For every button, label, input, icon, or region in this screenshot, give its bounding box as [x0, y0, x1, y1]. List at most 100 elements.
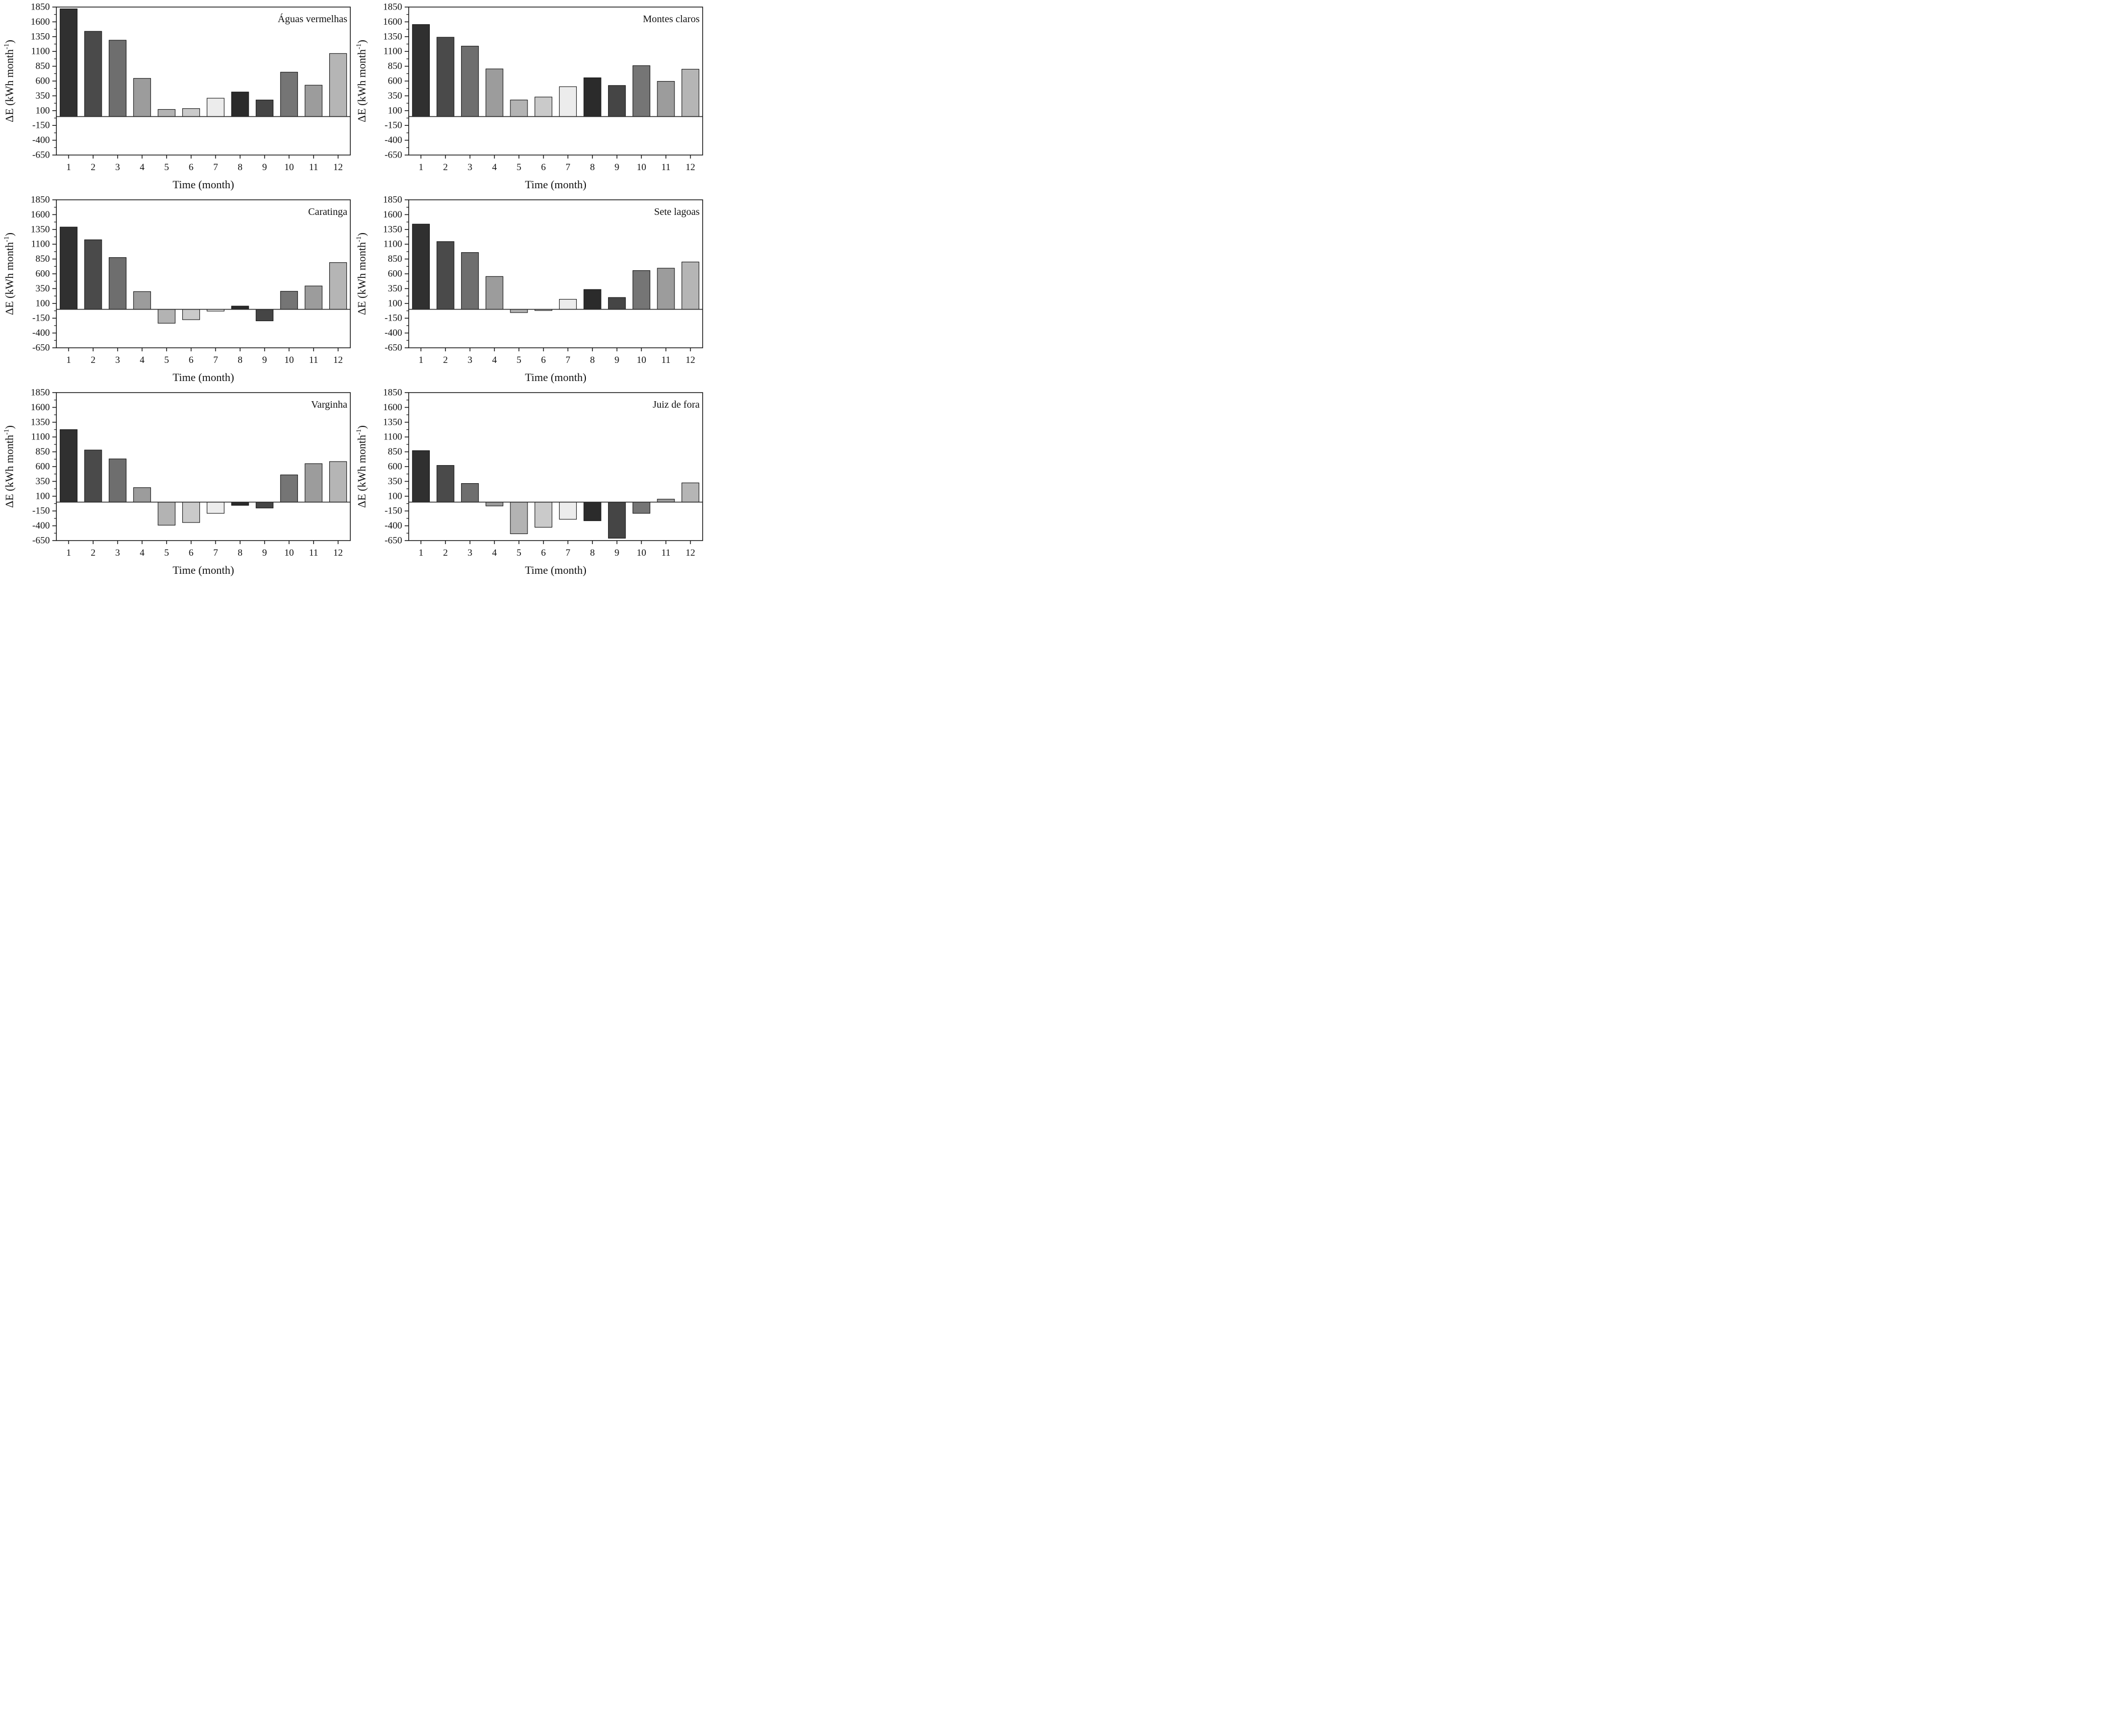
y-tick-label: 600: [388, 76, 403, 87]
y-tick-label: 1600: [383, 17, 402, 27]
x-tick-label: 2: [91, 355, 96, 365]
x-tick-label: 1: [66, 548, 71, 558]
y-tick-label: 1100: [384, 239, 402, 250]
x-tick-label: 3: [468, 162, 473, 173]
x-tick-label: 12: [333, 162, 343, 173]
bar-month-6: [182, 502, 200, 523]
x-tick-label: 11: [309, 355, 318, 365]
x-tick-label: 8: [238, 162, 243, 173]
x-tick-label: 2: [91, 162, 96, 173]
x-tick-label: 4: [492, 355, 497, 365]
bar-month-10: [280, 71, 298, 117]
y-tick-label: -400: [32, 328, 50, 338]
chart-panel-aguas-vermelhas: 1850 1600 1350 1100 850 600 350 100 -150 -400 -650…: [0, 0, 352, 193]
y-tick-label: 850: [36, 254, 50, 264]
x-tick-label: 5: [516, 548, 521, 558]
y-tick-label: 850: [388, 61, 403, 71]
bar-month-6: [535, 502, 553, 528]
y-tick-label: 1100: [384, 432, 402, 442]
y-tick-label: 100: [388, 491, 403, 501]
x-tick-label: 2: [91, 548, 96, 558]
y-tick-label: 350: [36, 91, 50, 101]
bars: [412, 223, 700, 313]
chart-svg: 1850 1600 1350 1100 850 600 350 100 -150 -400 -650…: [355, 195, 703, 384]
bar-month-8: [583, 502, 601, 521]
x-tick-label: 7: [213, 162, 218, 173]
x-axis-label: Time (month): [173, 564, 234, 576]
x-axis-label: Time (month): [525, 178, 586, 191]
x-tick-label: 9: [262, 162, 267, 173]
y-tick-label: -400: [385, 135, 402, 145]
y-tick-label: -400: [32, 520, 50, 531]
x-tick-label: 11: [309, 162, 318, 173]
x-axis-ticks: 1 2 3 4 5 6 7 8 9 10 11 12: [66, 348, 343, 365]
x-tick-label: 12: [686, 355, 695, 365]
x-tick-label: 3: [468, 548, 473, 558]
x-tick-label: 8: [590, 548, 595, 558]
x-tick-label: 6: [189, 355, 194, 365]
bar-month-8: [583, 289, 601, 310]
figure-grid: 1850 1600 1350 1100 850 600 350 100 -150 -400 -650…: [0, 0, 705, 578]
y-tick-label: 1100: [31, 432, 50, 442]
chart-svg: 1850 1600 1350 1100 850 600 350 100 -150 -400 -650…: [3, 388, 351, 576]
bar-month-2: [84, 31, 102, 117]
y-axis-label: ΔE (kWh month-1): [355, 425, 368, 508]
x-axis-label: Time (month): [173, 371, 234, 384]
y-tick-label: 1850: [31, 388, 50, 398]
y-tick-label: 1350: [383, 224, 402, 235]
chart-svg: 1850 1600 1350 1100 850 600 350 100 -150 -400 -650…: [355, 388, 703, 576]
bar-month-11: [657, 499, 675, 503]
bar-month-4: [485, 276, 503, 310]
panel-title: Águas vermelhas: [278, 13, 348, 25]
y-tick-label: 850: [388, 446, 403, 457]
x-tick-label: 8: [238, 548, 243, 558]
x-tick-label: 3: [468, 355, 473, 365]
y-tick-label: 100: [36, 491, 50, 501]
x-tick-label: 12: [686, 162, 695, 173]
bar-month-10: [280, 291, 298, 310]
y-axis-ticks: 1850 1600 1350 1100 850 600 350 100 -150 -400 -650: [31, 388, 56, 546]
x-tick-label: 2: [443, 548, 448, 558]
y-tick-label: 1350: [31, 31, 50, 42]
bars: [59, 429, 347, 525]
y-tick-label: 1850: [383, 195, 402, 205]
bar-month-1: [59, 429, 78, 503]
bar-month-9: [256, 309, 274, 322]
chart-svg: 1850 1600 1350 1100 850 600 350 100 -150 -400 -650…: [3, 195, 351, 384]
bar-month-11: [657, 268, 675, 310]
bar-month-7: [559, 86, 577, 117]
x-tick-label: 9: [615, 355, 620, 365]
y-axis-ticks: 1850 1600 1350 1100 850 600 350 100 -150 -400 -650: [31, 2, 56, 161]
y-tick-label: 1100: [31, 46, 50, 57]
y-tick-label: 1100: [31, 239, 50, 250]
x-axis-label: Time (month): [525, 564, 586, 576]
panel-title: Caratinga: [308, 206, 347, 217]
bar-month-9: [608, 85, 626, 117]
x-tick-label: 5: [164, 355, 169, 365]
y-tick-label: 1850: [383, 2, 402, 13]
x-tick-label: 1: [66, 355, 71, 365]
bars: [59, 227, 347, 324]
bars: [412, 24, 700, 117]
bar-month-6: [182, 309, 200, 320]
y-tick-label: 600: [36, 269, 50, 279]
bar-month-5: [510, 502, 528, 535]
x-tick-label: 5: [516, 355, 521, 365]
x-tick-label: 12: [333, 548, 343, 558]
x-tick-label: 6: [541, 548, 546, 558]
chart-svg: 1850 1600 1350 1100 850 600 350 100 -150 -400 -650…: [3, 2, 351, 191]
bar-month-2: [436, 37, 455, 117]
y-axis-label: ΔE (kWh month-1): [355, 40, 368, 122]
panel-title: Juiz de fora: [653, 399, 700, 410]
y-tick-label: -650: [385, 150, 402, 161]
bar-month-7: [559, 299, 577, 310]
x-tick-label: 6: [541, 162, 546, 173]
bar-month-4: [133, 487, 151, 503]
y-tick-label: 600: [388, 269, 403, 279]
y-tick-label: 350: [36, 283, 50, 294]
y-tick-label: 350: [388, 91, 403, 101]
bar-month-7: [206, 502, 224, 514]
x-tick-label: 6: [189, 162, 194, 173]
y-tick-label: -650: [32, 536, 50, 546]
y-tick-label: 100: [388, 105, 403, 116]
